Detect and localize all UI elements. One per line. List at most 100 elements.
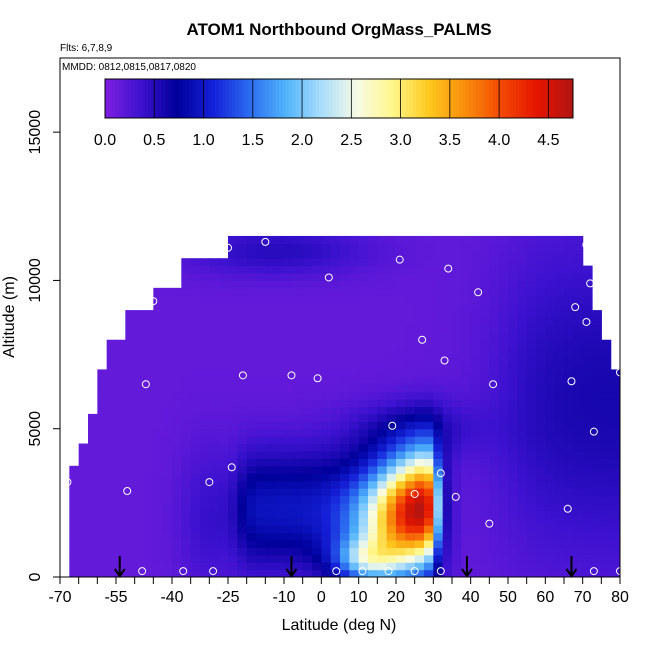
colorbar-segment: [395, 79, 400, 118]
heat-cell: [424, 525, 434, 534]
heat-cell: [433, 562, 444, 571]
heat-cell: [396, 502, 406, 511]
heat-cell: [274, 399, 285, 408]
heat-cell: [536, 324, 546, 333]
heat-cell: [582, 436, 593, 445]
heat-cell: [377, 376, 388, 385]
heat-cell: [218, 273, 229, 282]
heat-cell: [218, 450, 229, 459]
heat-cell: [470, 458, 481, 467]
heat-cell: [405, 480, 416, 489]
colorbar-tick-label: 0.0: [94, 132, 116, 149]
heat-cell: [377, 443, 388, 452]
heat-cell: [498, 510, 509, 519]
heat-cell: [358, 399, 369, 408]
heat-cell: [349, 369, 360, 378]
heat-cell: [573, 235, 584, 244]
heat-cell: [498, 332, 509, 341]
heat-cell: [470, 480, 481, 489]
heat-cell: [190, 399, 201, 408]
heat-cell: [536, 525, 546, 534]
heat-cell: [153, 465, 164, 474]
heat-cell: [461, 539, 472, 548]
heat-cell: [461, 406, 472, 415]
heat-cell: [172, 510, 182, 519]
heat-cell: [405, 421, 416, 430]
colorbar-segment: [506, 79, 510, 118]
heat-cell: [200, 332, 210, 341]
heat-cell: [610, 458, 620, 467]
heat-cell: [274, 406, 285, 415]
heat-cell: [480, 428, 490, 437]
colorbar-segment: [399, 79, 404, 118]
heat-cell: [256, 235, 266, 244]
colorbar-segment: [292, 79, 297, 118]
heat-cell: [377, 495, 388, 504]
heat-cell: [508, 376, 518, 385]
colorbar-segment: [208, 79, 213, 118]
heat-cell: [116, 354, 126, 363]
heat-cell: [489, 265, 500, 274]
heat-cell: [312, 324, 322, 333]
heat-cell: [302, 399, 313, 408]
heat-cell: [97, 376, 108, 385]
heat-cell: [377, 243, 388, 252]
sample-point: [429, 226, 438, 235]
heat-cell: [97, 569, 108, 577]
heat-cell: [368, 287, 378, 296]
heat-cell: [461, 428, 472, 437]
heat-cell: [554, 421, 565, 430]
heat-cell: [405, 243, 416, 252]
heat-cell: [508, 436, 518, 445]
sample-point: [451, 492, 460, 501]
heat-cell: [293, 480, 304, 489]
heat-cell: [452, 562, 462, 571]
heat-cell: [573, 339, 584, 348]
heat-cell: [489, 569, 500, 577]
heat-cell: [218, 310, 229, 319]
heat-cell: [573, 562, 584, 571]
heat-cell: [274, 302, 285, 311]
heat-cell: [489, 302, 500, 311]
heat-cell: [265, 369, 276, 378]
heat-cell: [349, 532, 360, 541]
heat-cell: [321, 273, 332, 282]
heat-cell: [433, 258, 444, 267]
heat-cell: [461, 332, 472, 341]
heat-cell: [517, 250, 528, 259]
heat-cell: [442, 324, 453, 333]
heat-cell: [106, 406, 117, 415]
heat-cell: [461, 243, 472, 252]
heat-cell: [293, 287, 304, 296]
heat-cell: [274, 287, 285, 296]
sample-point: [238, 371, 247, 380]
heat-cell: [554, 406, 565, 415]
heat-cell: [349, 347, 360, 356]
heat-cell: [237, 421, 248, 430]
heat-cell: [377, 428, 388, 437]
heat-cell: [452, 347, 462, 356]
heat-cell: [377, 547, 388, 556]
heat-cell: [358, 369, 369, 378]
colorbar-segment: [392, 79, 397, 118]
heat-cell: [498, 347, 509, 356]
heat-cell: [134, 554, 145, 563]
heat-cell: [228, 450, 238, 459]
heat-cell: [498, 391, 509, 400]
heat-cell: [480, 384, 490, 393]
heat-cell: [386, 510, 397, 519]
heat-cell: [508, 473, 518, 482]
heat-cell: [526, 339, 537, 348]
colorbar-segment: [215, 79, 220, 118]
heat-cell: [190, 287, 201, 296]
heat-cell: [116, 413, 126, 422]
heat-cell: [536, 428, 546, 437]
heat-cell: [246, 421, 257, 430]
heat-cell: [592, 517, 602, 526]
heat-cell: [517, 369, 528, 378]
heat-cell: [386, 502, 397, 511]
heat-cell: [470, 569, 481, 577]
heat-cell: [349, 235, 360, 244]
colorbar-tick-label: 1.0: [192, 132, 214, 149]
heat-cell: [601, 436, 612, 445]
